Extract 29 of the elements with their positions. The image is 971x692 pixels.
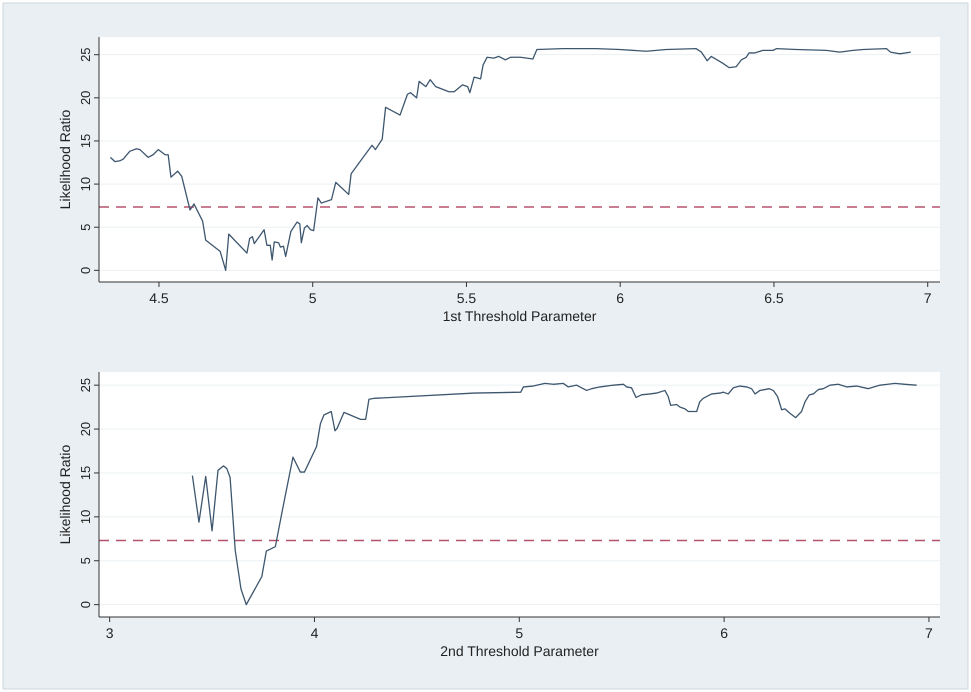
x-tick-label: 6: [616, 290, 624, 306]
y-tick-label: 0: [78, 266, 93, 274]
x-tick-label: 5: [308, 290, 317, 306]
x-tick-label: 5: [515, 625, 524, 641]
x-tick-label: 5.5: [456, 290, 476, 306]
y-tick-label: 10: [78, 510, 93, 524]
x-axis-title: 1st Threshold Parameter: [442, 308, 597, 324]
y-tick-label: 25: [78, 47, 93, 62]
y-tick-label: 15: [78, 134, 93, 148]
x-axis-title: 2nd Threshold Parameter: [440, 643, 600, 659]
x-tick-label: 6.5: [764, 290, 784, 306]
y-axis-title: Likelihood Ratio: [57, 109, 73, 210]
y-tick-label: 5: [78, 224, 93, 231]
line-series: [192, 382, 918, 606]
y-tick-label: 20: [78, 422, 93, 436]
x-tick-label: 6: [720, 625, 728, 641]
y-axis-title: Likelihood Ratio: [57, 444, 73, 544]
x-tick-label: 7: [924, 290, 932, 306]
y-tick-label: 0: [78, 601, 93, 608]
line-series: [110, 48, 912, 272]
y-tick-label: 10: [78, 176, 93, 192]
y-tick-label: 5: [78, 557, 93, 564]
x-tick-label: 4.5: [149, 290, 169, 306]
y-tick-label: 20: [78, 90, 93, 106]
y-tick-label: 15: [78, 466, 93, 480]
x-tick-label: 4: [310, 625, 319, 641]
y-tick-label: 25: [78, 378, 93, 392]
x-tick-label: 3: [106, 625, 114, 641]
x-tick-label: 7: [925, 625, 934, 641]
